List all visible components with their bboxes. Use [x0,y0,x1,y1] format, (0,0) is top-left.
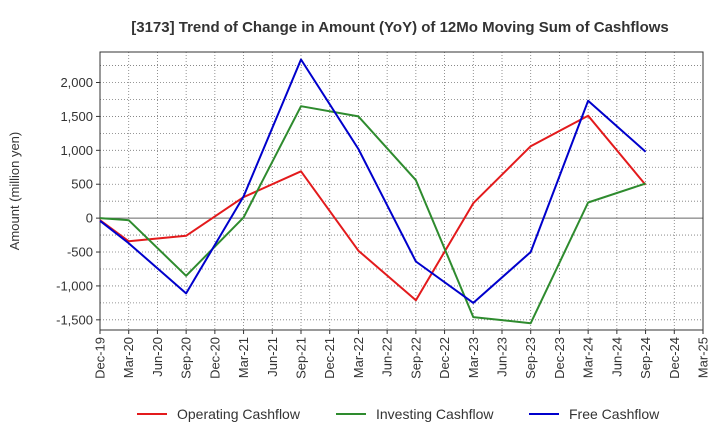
x-tick-label: Mar-20 [121,337,136,378]
x-tick-label: Jun-20 [150,337,165,377]
legend: Operating Cashflow Investing Cashflow Free… [137,406,660,422]
x-tick-label: Dec-23 [552,337,567,379]
x-tick-label: Mar-21 [236,337,251,378]
x-tick-label: Jun-23 [495,337,510,377]
grid-lines [100,52,703,330]
y-tick-label: 1,000 [60,143,93,158]
x-tick-label: Mar-24 [581,337,596,378]
x-tick-label: Dec-21 [322,337,337,379]
plot-frame [99,51,704,331]
y-tick-label: -500 [67,245,93,260]
y-tick-label: 0 [86,211,93,226]
x-tick-label: Sep-22 [408,337,423,379]
legend-label-investing-cashflow: Investing Cashflow [376,406,494,422]
series-line-free-cashflow [99,58,647,304]
x-tick-label: Mar-23 [466,337,481,378]
y-tick-label: 2,000 [60,75,93,90]
x-tick-label: Sep-21 [294,337,309,379]
x-axis-ticks: Dec-19 Mar-20 Jun-20 Sep-20 Dec-20 Mar-21 Jun-… [93,330,711,379]
y-tick-label: -1,500 [56,312,93,327]
x-tick-label: Dec-24 [667,337,682,379]
x-tick-label: Dec-20 [207,337,222,379]
x-tick-label: Mar-22 [351,337,366,378]
series-line-operating-cashflow [99,114,647,302]
chart-title: [3173] Trend of Change in Amount (YoY) o… [131,19,669,36]
series-line-investing-cashflow [99,105,646,325]
x-tick-label: Dec-22 [437,337,452,379]
series-layer [99,58,647,325]
plot-area [100,52,703,330]
x-tick-label: Sep-24 [638,337,653,379]
x-tick-label: Sep-20 [179,337,194,379]
y-tick-label: 500 [71,177,93,192]
x-tick-label: Sep-23 [523,337,538,379]
legend-label-operating-cashflow: Operating Cashflow [177,406,301,422]
x-tick-label: Mar-25 [696,337,711,378]
y-tick-label: -1,000 [56,278,93,293]
x-tick-label: Jun-22 [380,337,395,377]
legend-label-free-cashflow: Free Cashflow [569,406,660,422]
x-tick-label: Jun-24 [609,337,624,377]
y-axis-label: Amount (million yen) [7,132,22,251]
y-tick-label: 1,500 [60,109,93,124]
x-tick-label: Jun-21 [265,337,280,377]
y-axis-ticks: -1,500 -1,000 -500 0 500 1,000 1,500 2,000 [56,75,100,327]
x-tick-label: Dec-19 [93,337,108,379]
